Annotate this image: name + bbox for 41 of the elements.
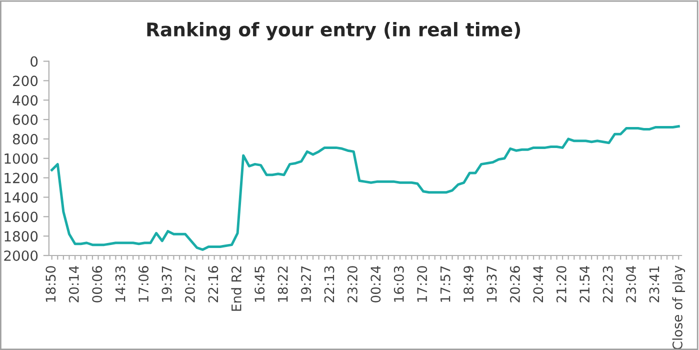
y-tick-label: 800 (12, 134, 38, 144)
x-tick-label: 17:06 (138, 266, 149, 302)
x-tick-label: 14:33 (115, 266, 126, 302)
x-tick-label: 16:03 (394, 266, 404, 302)
x-tick-label: 17:20 (417, 266, 428, 302)
x-tick-label: 19:37 (486, 266, 497, 302)
x-tick-label: 00:24 (370, 266, 381, 302)
x-tick-label: 20:44 (533, 266, 544, 302)
x-tick-label: 16:45 (254, 266, 265, 302)
x-tick-label: 00:06 (92, 266, 102, 302)
x-tick-label: 20:26 (510, 266, 520, 302)
x-tick-label: 23:20 (347, 266, 358, 302)
x-tick-label: Close of play (672, 266, 686, 350)
x-tick-label: 18:50 (46, 266, 56, 302)
x-tick-label: 19:27 (301, 266, 312, 302)
y-tick-label: 1600 (4, 212, 38, 222)
y-tick-label: 400 (12, 95, 38, 106)
y-tick-label: 600 (12, 114, 38, 125)
x-tick-label: 18:22 (278, 266, 288, 302)
y-tick-label: 1200 (4, 172, 38, 184)
y-tick-label: 1400 (4, 192, 38, 203)
y-tick-label: 1800 (4, 231, 38, 242)
y-tick-label: 0 (30, 56, 38, 67)
y-tick-label: 2000 (4, 250, 38, 261)
x-tick-label: 21:20 (556, 266, 566, 302)
y-tick-label: 200 (13, 76, 38, 86)
x-tick-label: 22:13 (324, 266, 334, 302)
x-tick-label: 22:16 (208, 266, 218, 302)
x-tick-label: 21:54 (580, 266, 590, 302)
x-tick-label: 20:14 (68, 266, 79, 302)
chart-title: Ranking of your entry (in real time) (147, 22, 520, 40)
x-tick-label: 22:23 (602, 266, 613, 302)
y-tick-label: 1000 (4, 153, 38, 164)
x-tick-label: 18:49 (464, 266, 474, 302)
x-tick-label: 23:41 (649, 266, 660, 302)
x-tick-label: 20:27 (184, 266, 195, 302)
x-tick-label: 19:37 (162, 266, 172, 302)
x-tick-label: End R2 (231, 266, 242, 311)
x-tick-label: 17:57 (440, 266, 450, 302)
line-series (50, 125, 680, 251)
x-tick-label: 23:04 (626, 266, 636, 302)
